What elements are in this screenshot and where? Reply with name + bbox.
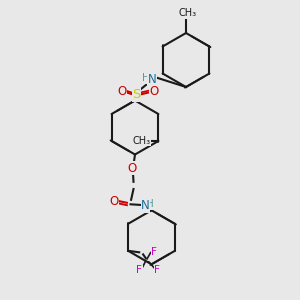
Text: O: O	[149, 85, 158, 98]
Text: O: O	[118, 85, 127, 98]
Text: CH₃: CH₃	[133, 136, 151, 146]
Text: H: H	[146, 199, 153, 209]
Text: O: O	[128, 161, 136, 175]
Text: F: F	[151, 247, 157, 257]
Text: S: S	[132, 88, 141, 101]
Text: N: N	[141, 199, 150, 212]
Text: F: F	[154, 265, 160, 275]
Text: CH₃: CH₃	[178, 8, 196, 19]
Text: O: O	[110, 195, 118, 208]
Text: N: N	[148, 73, 157, 86]
Text: H: H	[142, 73, 149, 83]
Text: F: F	[136, 265, 142, 275]
